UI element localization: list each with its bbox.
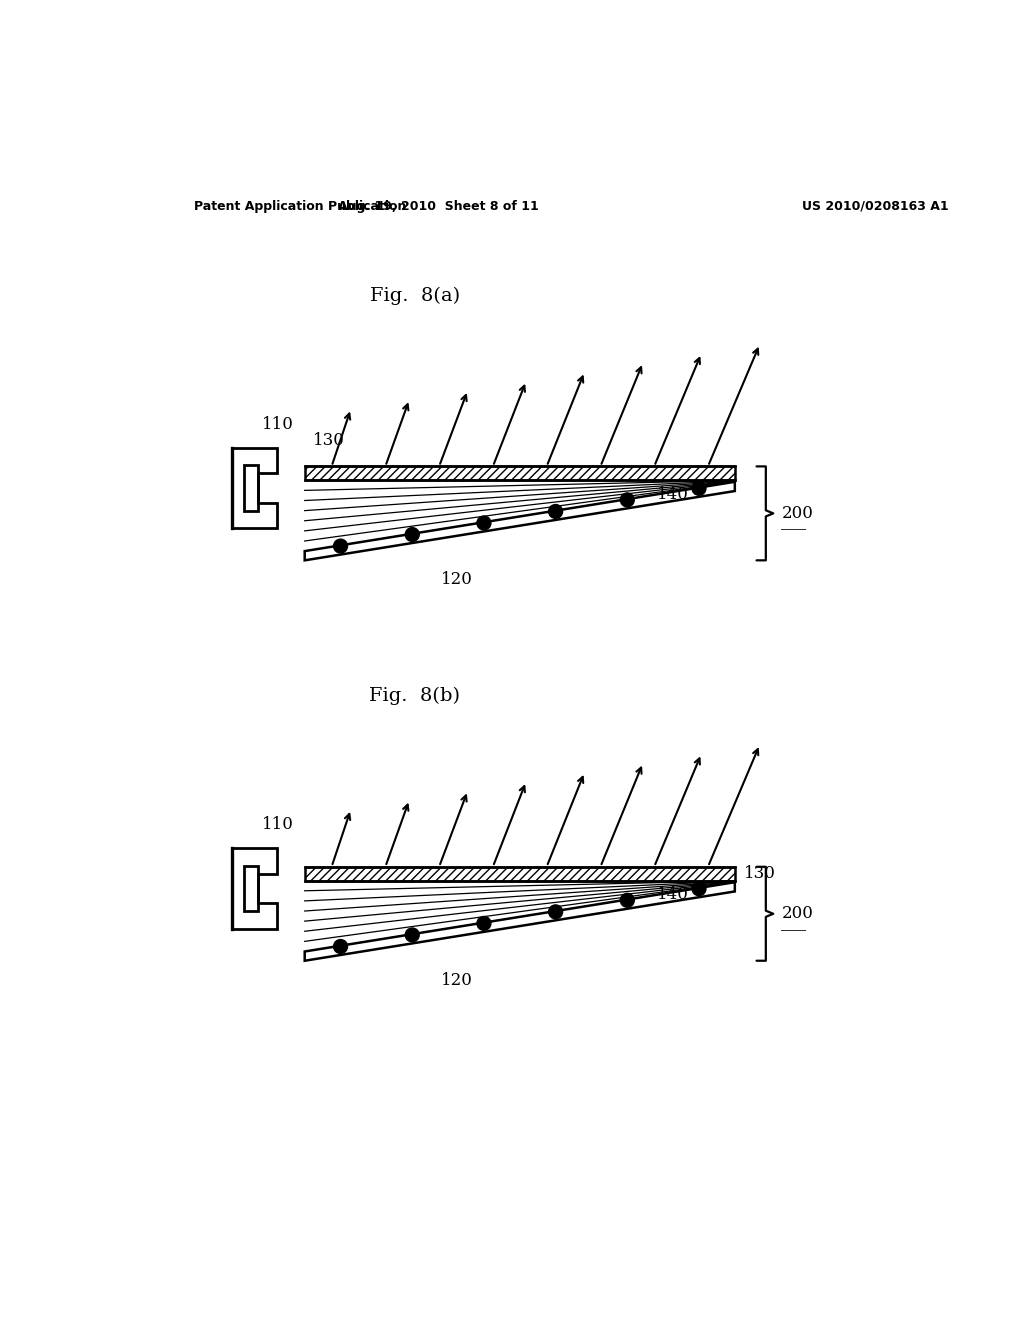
Circle shape xyxy=(549,504,562,519)
Text: ___: ___ xyxy=(781,913,807,931)
Circle shape xyxy=(692,482,706,495)
Circle shape xyxy=(334,539,347,553)
Circle shape xyxy=(406,528,419,541)
Polygon shape xyxy=(305,867,735,880)
Circle shape xyxy=(549,906,562,919)
Circle shape xyxy=(692,882,706,896)
Text: US 2010/0208163 A1: US 2010/0208163 A1 xyxy=(802,199,949,213)
Text: 130: 130 xyxy=(312,433,344,449)
Text: Aug. 19, 2010  Sheet 8 of 11: Aug. 19, 2010 Sheet 8 of 11 xyxy=(338,199,539,213)
Text: 120: 120 xyxy=(441,572,473,589)
Polygon shape xyxy=(305,466,735,480)
Text: Fig.  8(a): Fig. 8(a) xyxy=(370,286,460,305)
Text: 130: 130 xyxy=(744,865,776,882)
Text: Patent Application Publication: Patent Application Publication xyxy=(194,199,407,213)
Circle shape xyxy=(477,916,490,931)
Text: 110: 110 xyxy=(262,816,294,833)
Text: 120: 120 xyxy=(441,972,473,989)
Text: Fig.  8(b): Fig. 8(b) xyxy=(370,686,460,705)
Circle shape xyxy=(621,894,634,907)
Circle shape xyxy=(334,940,347,953)
Text: ___: ___ xyxy=(781,513,807,531)
Circle shape xyxy=(477,516,490,529)
Circle shape xyxy=(621,492,634,507)
Text: 140: 140 xyxy=(657,486,689,503)
Text: 200: 200 xyxy=(781,906,813,923)
Text: 140: 140 xyxy=(657,886,689,903)
Text: 110: 110 xyxy=(262,416,294,433)
Circle shape xyxy=(406,928,419,942)
Text: 200: 200 xyxy=(781,504,813,521)
Polygon shape xyxy=(305,482,735,561)
Polygon shape xyxy=(305,882,735,961)
